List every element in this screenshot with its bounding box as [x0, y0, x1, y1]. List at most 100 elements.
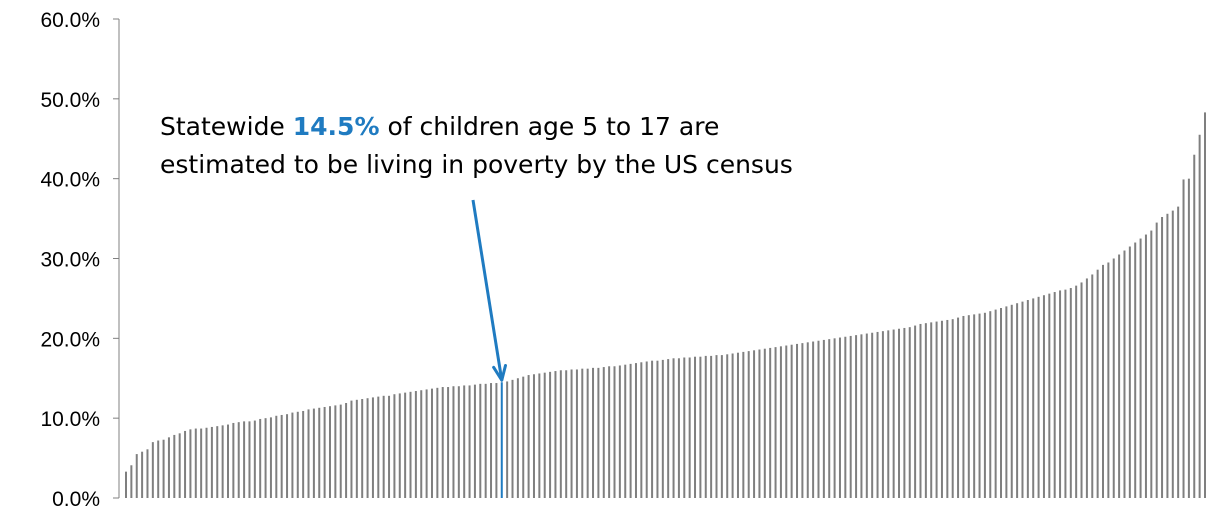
bar [914, 325, 917, 498]
bar [651, 360, 654, 498]
bar [479, 383, 482, 498]
bar [543, 372, 546, 498]
bar [253, 420, 256, 498]
bar [1037, 296, 1040, 498]
bar [1010, 304, 1013, 498]
bar [436, 387, 439, 498]
bar [908, 327, 911, 498]
bar [1096, 269, 1099, 498]
annotation-prefix: Statewide [160, 112, 293, 141]
bar [227, 424, 229, 498]
bar [1107, 262, 1110, 498]
bar [887, 330, 890, 498]
bar [495, 383, 498, 498]
bar [597, 367, 600, 498]
bar [420, 390, 423, 498]
bar [565, 370, 568, 498]
bar [409, 391, 412, 498]
bar [1155, 222, 1158, 498]
bar [683, 357, 686, 498]
bar [135, 454, 138, 498]
y-tick-label: 0.0% [52, 488, 100, 510]
bar [232, 422, 235, 498]
bar [157, 440, 160, 498]
annotation-line-2: estimated to be living in poverty by the… [160, 150, 793, 179]
bar [715, 355, 718, 498]
bar [275, 415, 278, 498]
bar [575, 369, 578, 498]
bar [1112, 258, 1115, 498]
bar [796, 343, 799, 498]
bar [1139, 238, 1142, 499]
bar [388, 395, 391, 498]
bar [672, 358, 675, 498]
bar [522, 376, 525, 498]
bar [345, 403, 348, 498]
bar [983, 312, 986, 498]
bar [753, 350, 756, 498]
bar [184, 430, 187, 498]
bar [178, 433, 181, 498]
bar [833, 338, 836, 498]
bar [736, 352, 739, 498]
bar [328, 406, 331, 498]
bar [1069, 288, 1072, 498]
bar [269, 417, 272, 498]
bar [924, 323, 927, 498]
bar [200, 428, 203, 498]
bar [307, 409, 310, 498]
bar [398, 393, 401, 498]
bar [1128, 246, 1131, 498]
bar [473, 384, 476, 498]
bar [312, 408, 315, 498]
bar [1171, 210, 1174, 498]
y-tick-label: 50.0% [40, 89, 100, 112]
bar [613, 366, 616, 498]
bar [962, 315, 965, 498]
bar [1150, 230, 1153, 498]
bar [817, 340, 820, 498]
y-tick-label: 30.0% [40, 249, 100, 272]
bar [441, 387, 444, 498]
bar [554, 371, 557, 498]
bar [1118, 254, 1121, 498]
bar [1042, 295, 1045, 498]
bar [1000, 308, 1003, 498]
bar [167, 437, 170, 498]
bar [452, 386, 455, 498]
bar [516, 378, 519, 498]
bar [1187, 178, 1190, 499]
bar [194, 428, 197, 498]
bar [790, 344, 793, 498]
bar [216, 426, 219, 498]
bar [151, 442, 154, 498]
bar [624, 364, 627, 498]
bar [393, 394, 396, 498]
bars [125, 112, 1206, 499]
bar [710, 355, 713, 498]
statewide-highlight-bar [500, 382, 503, 498]
bar [1021, 301, 1024, 498]
bar [318, 407, 321, 498]
bar [978, 313, 981, 498]
bar [210, 426, 213, 498]
bar [957, 317, 960, 498]
bar [1064, 289, 1067, 498]
bar [1026, 300, 1029, 498]
bar [661, 359, 664, 498]
bar [801, 343, 804, 498]
bar [339, 404, 342, 498]
bar [1032, 298, 1035, 498]
bar [989, 311, 992, 498]
bar [538, 373, 541, 498]
bar [940, 320, 943, 498]
bar [677, 358, 680, 498]
bar [779, 346, 782, 498]
bar [667, 359, 670, 498]
bar [581, 368, 584, 498]
bar [930, 322, 933, 498]
bar [1016, 303, 1019, 498]
bar [404, 392, 407, 498]
bar [812, 341, 815, 498]
bar [769, 347, 772, 498]
